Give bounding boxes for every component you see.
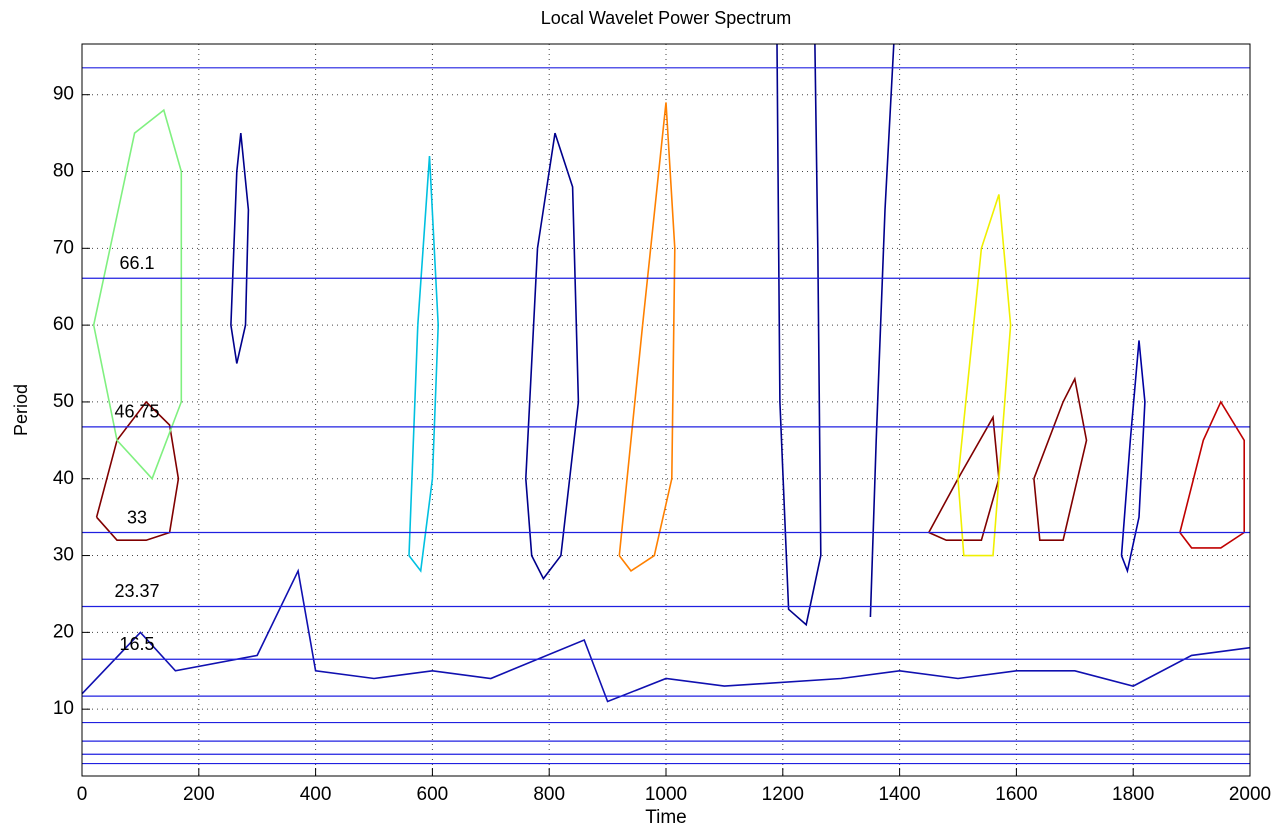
x-tick-label: 600 [417,784,449,805]
y-tick-label: 60 [53,314,74,335]
x-tick-label: 800 [533,784,565,805]
level-label: 23.37 [114,581,159,601]
contour-line [957,194,1012,557]
contour-line [776,43,822,627]
contour-line [928,414,1000,541]
x-tick-label: 1200 [762,784,804,805]
contour-line [81,568,1251,703]
level-label: 16.5 [119,634,154,654]
y-tick-label: 20 [53,621,74,642]
y-tick-label: 40 [53,468,74,489]
contour-line [230,133,250,364]
y-tick-label: 70 [53,237,74,258]
x-axis-label: Time [645,807,687,828]
level-label: 33 [127,507,147,527]
x-tick-label: 400 [300,784,332,805]
contour-line [618,102,676,572]
y-tick-label: 10 [53,698,74,719]
y-tick-label: 80 [53,161,74,182]
x-tick-label: 2000 [1229,784,1271,805]
x-tick-label: 0 [77,784,88,805]
y-tick-label: 30 [53,545,74,566]
level-label: 46.75 [114,402,159,422]
contour-line [1179,400,1245,549]
x-tick-label: 1400 [878,784,920,805]
contour-line [525,132,580,581]
y-tick-label: 90 [53,84,74,105]
y-axis-label: Period [11,384,31,436]
level-label: 66.1 [119,253,154,273]
y-tick-label: 50 [53,391,74,412]
contour-line [1120,340,1146,574]
x-tick-label: 1000 [645,784,687,805]
x-tick-label: 1600 [995,784,1037,805]
plot-frame [81,43,1251,777]
contour-line [408,156,440,573]
contour-line [92,108,183,481]
contour-line [95,400,180,541]
contour-line [1033,376,1088,541]
x-tick-label: 1800 [1112,784,1154,805]
contour-line [869,43,895,618]
chart-title: Local Wavelet Power Spectrum [541,8,791,28]
x-tick-label: 200 [183,784,215,805]
